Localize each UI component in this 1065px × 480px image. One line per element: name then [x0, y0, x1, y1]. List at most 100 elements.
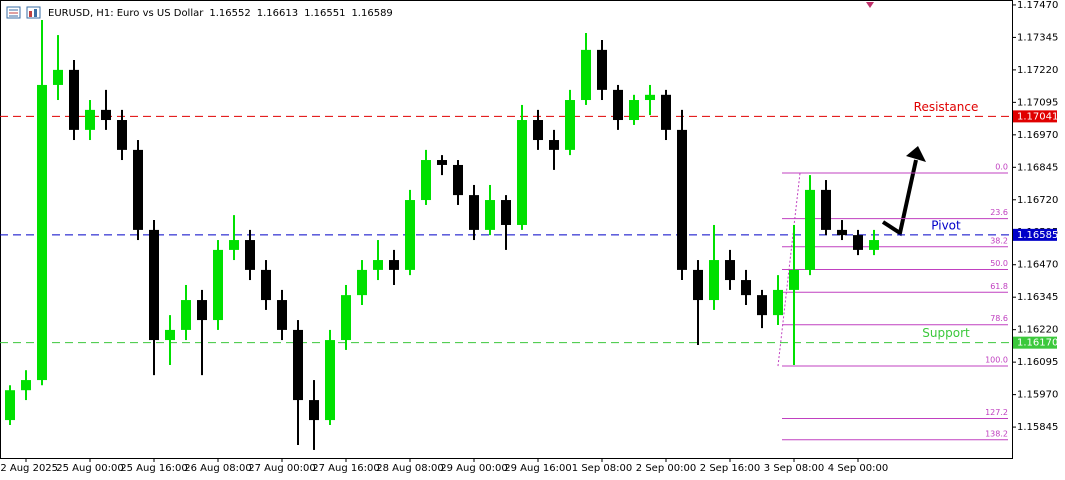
candle-body: [853, 235, 863, 250]
candle-body: [517, 120, 527, 225]
y-tick-label: 1.17220: [1017, 65, 1058, 76]
header-icons: [6, 6, 41, 19]
level-price: 1.17041: [1017, 111, 1058, 122]
x-tick-label: 3 Sep 08:00: [764, 463, 824, 474]
candle-body: [165, 329, 175, 341]
fib-label: 50.0: [990, 259, 1008, 268]
candle-body: [213, 249, 223, 321]
candle-body: [245, 240, 255, 270]
candle-body: [549, 140, 559, 150]
quote-value: 1.16613: [257, 8, 298, 19]
x-tick-label: 2 Sep 00:00: [636, 463, 696, 474]
x-tick-label: 1 Sep 08:00: [572, 463, 632, 474]
arrow: [881, 159, 918, 237]
level-price-box: [1013, 336, 1057, 349]
candle-body: [741, 280, 751, 296]
candle-body: [325, 340, 335, 421]
candle-body: [21, 380, 31, 391]
candle-body: [421, 160, 431, 201]
candle-body: [693, 269, 703, 301]
level-price: 1.16585: [1017, 230, 1058, 241]
candle-body: [837, 229, 847, 236]
candle-body: [501, 200, 511, 225]
candle-body: [197, 300, 207, 321]
quote-value: 1.16589: [351, 8, 392, 19]
marker: [866, 2, 874, 8]
candle-body: [341, 295, 351, 341]
candle-body: [661, 94, 671, 130]
fib-label: 0.0: [995, 163, 1008, 172]
candle-body: [37, 84, 47, 381]
candle-body: [469, 195, 479, 230]
candle-body: [357, 269, 367, 296]
level-name: Support: [922, 326, 970, 340]
candle-body: [677, 129, 687, 270]
y-tick-label: 1.16970: [1017, 130, 1058, 141]
candle-body: [53, 69, 63, 85]
candle-body: [5, 390, 15, 421]
candle-body: [821, 189, 831, 230]
candle-body: [293, 329, 303, 401]
candle-body: [69, 69, 79, 130]
fib-label: 61.8: [990, 282, 1008, 291]
level-price-box: [1013, 110, 1057, 123]
x-tick-label: 25 Aug 16:00: [120, 463, 187, 474]
candle-body: [757, 295, 767, 316]
candle-body: [117, 120, 127, 150]
level-price-box: [1013, 228, 1057, 241]
y-tick-label: 1.16345: [1017, 292, 1058, 303]
candle-body: [709, 260, 719, 301]
y-tick-label: 1.16845: [1017, 162, 1058, 173]
candle-body: [373, 260, 383, 270]
candle-body: [869, 240, 879, 250]
symbol: EURUSD, H1: Euro vs US Dollar: [48, 8, 204, 19]
y-tick-label: 1.17470: [1017, 0, 1058, 11]
x-tick-label: 4 Sep 00:00: [828, 463, 888, 474]
fib-label: 127.2: [985, 408, 1008, 417]
candle-body: [789, 269, 799, 290]
y-tick-label: 1.15970: [1017, 390, 1058, 401]
x-tick-label: 27 Aug 00:00: [248, 463, 315, 474]
y-tick-label: 1.16220: [1017, 325, 1058, 336]
candle-body: [533, 120, 543, 141]
fib-label: 78.6: [990, 314, 1008, 323]
candle-body: [485, 200, 495, 230]
level-name: Pivot: [931, 218, 961, 232]
fib-label: 138.2: [985, 429, 1008, 438]
x-tick-label: 26 Aug 08:00: [184, 463, 251, 474]
candle-body: [629, 100, 639, 121]
level-name: Resistance: [914, 100, 979, 114]
candle-body: [101, 109, 111, 121]
quote-value: 1.16551: [304, 8, 345, 19]
x-tick-label: 29 Aug 00:00: [440, 463, 507, 474]
candle-body: [581, 49, 591, 101]
candle-body: [405, 200, 415, 270]
candle-body: [645, 94, 655, 101]
candle-body: [805, 189, 815, 270]
candle-body: [133, 149, 143, 230]
y-tick-label: 1.17095: [1017, 97, 1058, 108]
candle-body: [565, 100, 575, 150]
x-tick-label: 2 Sep 16:00: [700, 463, 760, 474]
level-price: 1.16170: [1017, 338, 1058, 349]
fib-label: 38.2: [990, 236, 1008, 245]
y-tick-label: 1.17345: [1017, 32, 1058, 43]
plot-frame: [0, 0, 1013, 459]
candle-body: [453, 164, 463, 196]
arrow-head: [906, 146, 926, 162]
candle-body: [437, 160, 447, 165]
x-tick-label: 28 Aug 08:00: [376, 463, 443, 474]
y-tick-label: 1.16720: [1017, 195, 1058, 206]
candle-body: [597, 49, 607, 90]
x-tick-label: 25 Aug 00:00: [56, 463, 123, 474]
candle-body: [389, 260, 399, 270]
candle-body: [725, 260, 735, 281]
x-tick-label: 29 Aug 16:00: [504, 463, 571, 474]
candle-body: [773, 289, 783, 316]
fib-label: 100.0: [985, 356, 1008, 365]
candle-body: [181, 300, 191, 330]
x-tick-label: 22 Aug 2025: [0, 463, 58, 474]
candle-body: [85, 109, 95, 130]
